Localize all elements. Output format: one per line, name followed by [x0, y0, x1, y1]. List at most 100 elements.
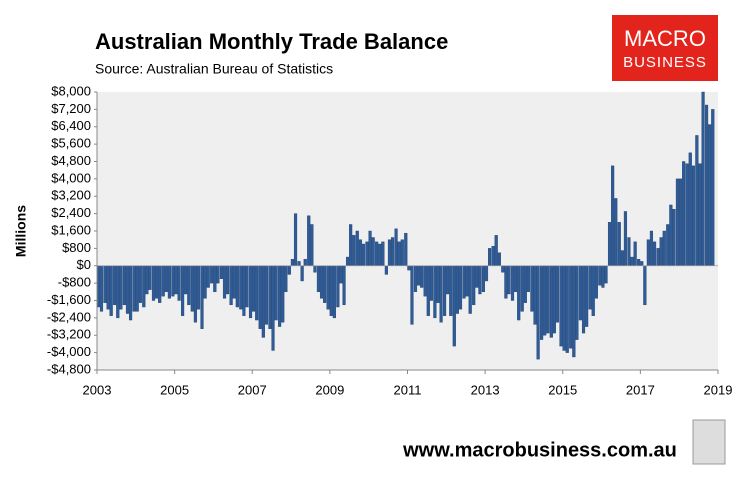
x-tick-label: 2013 [471, 382, 500, 397]
bar [342, 265, 346, 306]
logo-box [612, 15, 718, 81]
chart-subtitle: Source: Australian Bureau of Statistics [95, 61, 333, 77]
bar [274, 265, 278, 321]
bar [313, 265, 317, 273]
bar [310, 224, 314, 266]
bar [540, 265, 544, 340]
bar [449, 265, 453, 316]
bar [390, 237, 395, 266]
bar [284, 265, 288, 293]
bar [413, 265, 418, 293]
bar [543, 265, 547, 336]
bar [433, 265, 437, 319]
bar [458, 265, 463, 310]
bar [510, 265, 515, 301]
bar [666, 224, 670, 266]
bar [598, 265, 602, 286]
bar [514, 265, 518, 293]
bar [517, 265, 521, 321]
bar [565, 265, 569, 353]
bar [472, 265, 476, 306]
bar [633, 241, 637, 266]
bar [349, 224, 353, 266]
bar [688, 152, 692, 266]
bar [417, 265, 421, 286]
bar [559, 265, 563, 347]
bar [446, 265, 450, 295]
bar [268, 265, 272, 329]
bar [235, 265, 239, 308]
y-tick-label: -$4,000 [47, 344, 91, 359]
bar [167, 265, 171, 299]
bar [695, 135, 699, 266]
y-tick-label: -$800 [58, 275, 91, 290]
x-tick-label: 2015 [548, 382, 577, 397]
bar [407, 265, 411, 271]
y-tick-label: $4,800 [51, 153, 91, 168]
bar [148, 265, 152, 290]
bar [264, 265, 269, 325]
bar [365, 241, 369, 266]
bar [627, 237, 631, 266]
bar [371, 237, 375, 266]
bar [116, 265, 120, 319]
x-tick-label: 2007 [238, 382, 267, 397]
bar [630, 256, 634, 266]
bar [216, 265, 220, 284]
bar [387, 239, 392, 266]
bar [581, 265, 586, 334]
x-tick-label: 2003 [83, 382, 112, 397]
bar [488, 248, 492, 266]
bar [135, 265, 139, 312]
bar [620, 250, 624, 266]
bar [494, 235, 498, 266]
bar [336, 265, 340, 308]
bar [400, 239, 404, 266]
bar [643, 265, 647, 306]
bar [200, 265, 204, 329]
bar [245, 265, 249, 308]
bar [591, 265, 595, 316]
bar [307, 215, 311, 266]
bar [187, 265, 191, 306]
bar [546, 265, 550, 334]
bar [378, 243, 382, 266]
y-tick-label: $6,400 [51, 118, 91, 133]
bar [132, 265, 136, 312]
bar [507, 265, 511, 295]
y-tick-label: $3,200 [51, 188, 91, 203]
bar [491, 246, 495, 266]
bar [184, 265, 188, 295]
bar [352, 235, 356, 266]
bar [222, 265, 227, 299]
bar [652, 241, 657, 266]
bar [158, 265, 162, 303]
bar [549, 265, 553, 338]
y-tick-label: $800 [62, 240, 91, 255]
bar [497, 252, 501, 266]
bar [287, 265, 291, 275]
bar [426, 265, 430, 316]
bar [161, 265, 165, 297]
bar [261, 265, 265, 338]
y-tick-label: $1,600 [51, 222, 91, 237]
bar [119, 265, 123, 310]
bar [685, 163, 689, 266]
bar [423, 265, 427, 297]
bar [526, 265, 530, 293]
bar [585, 265, 589, 327]
bar [501, 265, 505, 273]
bar [290, 259, 295, 266]
bar [103, 265, 107, 303]
bar [339, 265, 343, 284]
bar [226, 265, 230, 295]
bar [258, 265, 262, 329]
y-tick-label: -$2,400 [47, 309, 91, 324]
bar [252, 265, 256, 312]
bar [213, 265, 217, 293]
bar [368, 230, 372, 266]
bar [562, 265, 566, 351]
bar [555, 265, 560, 323]
bar [345, 256, 350, 266]
bar [326, 265, 330, 310]
